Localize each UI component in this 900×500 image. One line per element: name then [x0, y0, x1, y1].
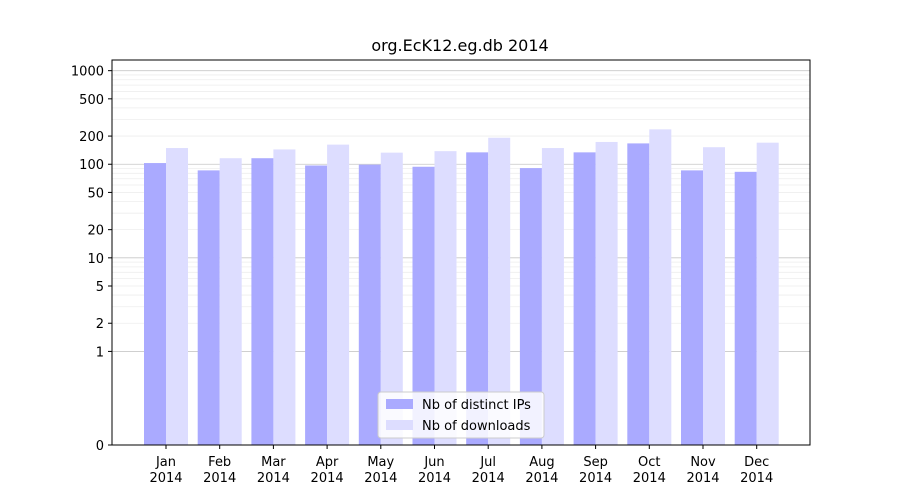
- y-tick-label: 1000: [71, 65, 104, 80]
- bar-downloads-5: [380, 152, 403, 445]
- bar-distinct-ips-12: [734, 171, 757, 445]
- x-tick-label: Sep 2014: [579, 455, 612, 486]
- y-tick-label: 200: [79, 130, 104, 145]
- bar-distinct-ips-9: [573, 152, 596, 445]
- legend: Nb of distinct IPs Nb of downloads: [377, 391, 545, 439]
- bars: [144, 129, 779, 446]
- bar-downloads-10: [649, 129, 672, 445]
- bar-downloads-11: [703, 147, 725, 445]
- y-tick-label: 5: [96, 280, 104, 295]
- legend-swatch: [386, 399, 413, 409]
- bar-downloads-9: [595, 141, 618, 445]
- bar-distinct-ips-3: [251, 158, 274, 446]
- y-tick-label: 20: [87, 224, 104, 239]
- plot-frame: [111, 59, 811, 446]
- bar-downloads-4: [327, 144, 350, 445]
- bar-distinct-ips-1: [144, 163, 166, 445]
- x-tick-label: Apr 2014: [311, 455, 344, 486]
- bar-distinct-ips-10: [627, 143, 650, 446]
- y-tick-label: 1: [96, 345, 104, 360]
- bar-distinct-ips-5: [358, 164, 381, 445]
- bar-downloads-2: [219, 158, 242, 446]
- bar-downloads-7: [488, 137, 511, 445]
- bar-distinct-ips-6: [412, 166, 435, 446]
- x-tick-label: Aug 2014: [525, 455, 558, 486]
- legend-swatch: [386, 420, 413, 430]
- y-tick-label: 100: [79, 158, 104, 173]
- x-tick-label: Mar 2014: [257, 455, 290, 486]
- bar-distinct-ips-8: [519, 168, 542, 445]
- x-tick-label: Jan 2014: [149, 455, 182, 486]
- x-tick-label: May 2014: [364, 455, 397, 486]
- x-axis: Jan 2014 Feb 2014 Mar 2014 Apr 2014 May 2014 Jun 20…: [149, 445, 773, 486]
- y-tick-label: 10: [87, 252, 104, 267]
- legend-label: Nb of distinct IPs: [422, 398, 531, 413]
- y-tick-label: 0: [96, 439, 104, 454]
- bar-downloads-8: [541, 148, 564, 445]
- bar-distinct-ips-2: [197, 170, 220, 445]
- y-axis: 0 1 2 5 10 20 50 100 200 500 1000: [71, 65, 112, 454]
- y-tick-label: 500: [79, 93, 104, 108]
- y-tick-label: 2: [96, 317, 104, 332]
- x-tick-label: Jun 2014: [418, 455, 451, 486]
- x-tick-label: Feb 2014: [203, 455, 236, 486]
- bar-downloads-6: [434, 151, 457, 446]
- bar-downloads-12: [756, 142, 779, 445]
- bar-downloads-3: [273, 149, 296, 445]
- bar-distinct-ips-11: [681, 170, 703, 445]
- bar-downloads-1: [166, 148, 188, 445]
- legend-label: Nb of downloads: [422, 419, 531, 434]
- chart-title: org.EcK12.eg.db 2014: [371, 36, 548, 55]
- x-tick-label: Dec 2014: [740, 455, 773, 486]
- x-tick-label: Oct 2014: [633, 455, 666, 486]
- y-tick-label: 50: [87, 186, 104, 201]
- bar-distinct-ips-7: [466, 152, 489, 445]
- legend-box: [377, 391, 545, 439]
- x-tick-label: Nov 2014: [686, 455, 719, 486]
- x-tick-label: Jul 2014: [472, 455, 505, 486]
- bar-distinct-ips-4: [305, 165, 328, 446]
